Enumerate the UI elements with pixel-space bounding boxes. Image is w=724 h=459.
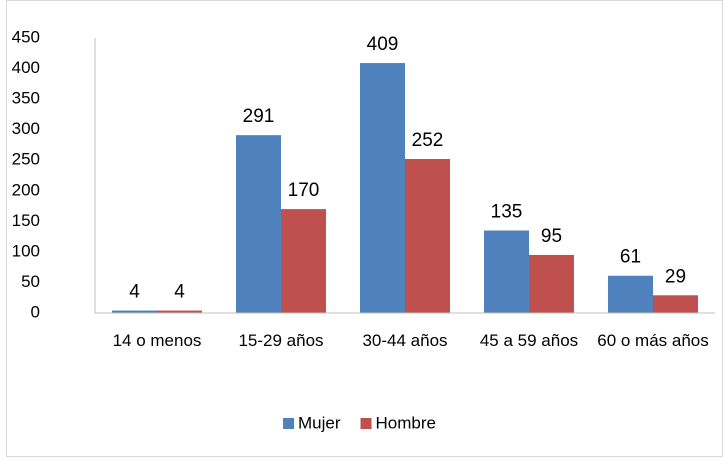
data-label: 95 [541, 226, 562, 247]
bar [608, 275, 653, 313]
data-label: 29 [665, 266, 686, 287]
legend-swatch [283, 418, 294, 429]
bar [236, 135, 281, 313]
y-tick-label: 150 [12, 211, 40, 230]
data-label: 4 [129, 282, 140, 303]
bar [484, 230, 529, 313]
legend-label: Mujer [298, 413, 341, 432]
y-tick-label: 0 [31, 302, 40, 321]
bar [281, 209, 326, 313]
bar [529, 254, 574, 313]
x-tick-label: 14 o menos [112, 331, 202, 350]
bar [360, 63, 405, 313]
bar [112, 310, 157, 313]
data-label: 252 [412, 130, 444, 151]
y-tick-label: 250 [12, 150, 40, 169]
bar [405, 159, 450, 313]
x-tick-label: 30-44 años [362, 331, 448, 350]
data-label: 4 [174, 282, 185, 303]
data-label: 170 [288, 180, 320, 201]
data-label: 61 [620, 247, 641, 268]
y-tick-label: 450 [12, 27, 40, 46]
data-label: 409 [367, 34, 399, 55]
legend-swatch [360, 418, 372, 429]
x-tick-label: 45 a 59 años [479, 331, 579, 350]
data-label: 135 [491, 202, 523, 223]
y-tick-label: 300 [12, 119, 40, 138]
bar [653, 295, 698, 313]
y-tick-label: 400 [12, 58, 40, 77]
x-tick-label: 60 o más años [597, 331, 709, 350]
y-tick-label: 350 [12, 89, 40, 108]
legend-label: Hombre [376, 413, 436, 432]
bar [157, 310, 202, 313]
y-tick-label: 200 [12, 180, 40, 199]
data-label: 291 [243, 106, 275, 127]
x-tick-label: 15-29 años [238, 331, 324, 350]
y-tick-label: 50 [21, 272, 40, 291]
y-tick-label: 100 [12, 241, 40, 260]
